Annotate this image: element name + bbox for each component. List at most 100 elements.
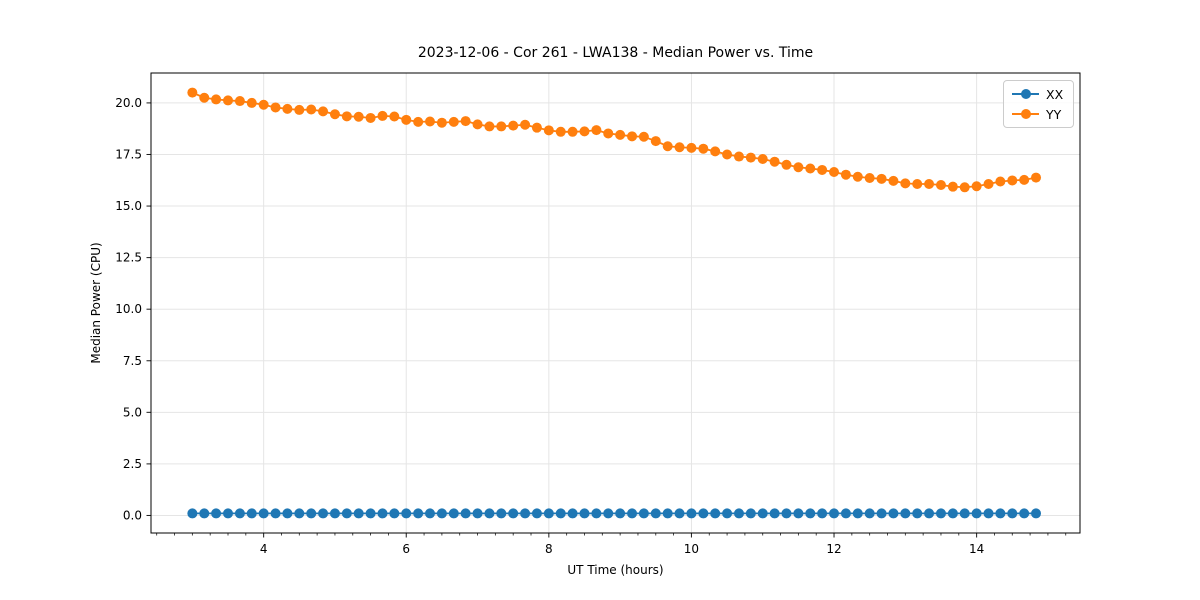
series-yy-marker bbox=[947, 181, 958, 192]
series-xx-marker bbox=[781, 508, 792, 519]
series-xx-marker bbox=[377, 508, 388, 519]
series-yy-marker bbox=[935, 180, 946, 191]
x-axis-label: UT Time (hours) bbox=[567, 563, 664, 577]
series-yy-marker bbox=[543, 125, 554, 136]
series-yy-marker bbox=[662, 141, 673, 152]
series-xx-marker bbox=[745, 508, 756, 519]
y-tick-label: 0.0 bbox=[123, 508, 142, 522]
series-xx-marker bbox=[864, 508, 875, 519]
series-xx-marker bbox=[686, 508, 697, 519]
series-xx-marker bbox=[1007, 508, 1018, 519]
series-yy-marker bbox=[710, 146, 721, 157]
series-yy-marker bbox=[567, 126, 578, 137]
series-xx-marker bbox=[353, 508, 364, 519]
series-yy-marker bbox=[306, 104, 317, 115]
series-yy-marker bbox=[401, 114, 412, 125]
chart-title: 2023-12-06 - Cor 261 - LWA138 - Median P… bbox=[417, 45, 814, 61]
series-xx-marker bbox=[603, 508, 614, 519]
series-yy-line bbox=[191, 91, 1037, 189]
series-xx-marker bbox=[199, 508, 210, 519]
series-yy-marker bbox=[579, 126, 590, 137]
series-yy-marker bbox=[508, 120, 519, 131]
series-xx-marker bbox=[543, 508, 554, 519]
legend-entry-xx: XX bbox=[1012, 86, 1063, 102]
y-tick-label: 12.5 bbox=[115, 251, 142, 265]
series-xx-marker bbox=[900, 508, 911, 519]
series-yy-marker bbox=[520, 119, 531, 130]
series-xx-marker bbox=[258, 508, 269, 519]
legend-marker-icon bbox=[1021, 89, 1031, 99]
series-yy-marker bbox=[448, 116, 459, 127]
series-xx-marker bbox=[722, 508, 733, 519]
series-xx-marker bbox=[424, 508, 435, 519]
x-tick-label: 12 bbox=[826, 542, 841, 556]
series-yy-marker bbox=[745, 152, 756, 163]
series-yy-marker bbox=[817, 164, 828, 175]
series-xx-marker bbox=[365, 508, 376, 519]
series-xx-marker bbox=[187, 508, 198, 519]
series-xx-marker bbox=[983, 508, 994, 519]
series-xx-marker bbox=[805, 508, 816, 519]
legend-label: YY bbox=[1046, 106, 1062, 122]
series-xx-marker bbox=[508, 508, 519, 519]
series-yy-marker bbox=[436, 117, 447, 128]
x-tick-label: 14 bbox=[969, 542, 984, 556]
series-xx-marker bbox=[793, 508, 804, 519]
series-xx-marker bbox=[579, 508, 590, 519]
series-xx-marker bbox=[389, 508, 400, 519]
series-yy-marker bbox=[472, 119, 483, 130]
series-xx-marker bbox=[757, 508, 768, 519]
series-yy-marker bbox=[294, 104, 305, 115]
series-xx-marker bbox=[246, 508, 257, 519]
plot-border bbox=[150, 72, 1081, 534]
series-xx-marker bbox=[817, 508, 828, 519]
series-xx-marker bbox=[959, 508, 970, 519]
series-xx-marker bbox=[234, 508, 245, 519]
y-tick-label: 20.0 bbox=[115, 96, 142, 110]
x-tick-label: 4 bbox=[260, 542, 268, 556]
series-yy-marker bbox=[912, 178, 923, 189]
series-yy-marker bbox=[318, 106, 329, 117]
series-yy-marker bbox=[722, 149, 733, 160]
series-xx-marker bbox=[674, 508, 685, 519]
series-yy-marker bbox=[769, 156, 780, 167]
series-xx-marker bbox=[436, 508, 447, 519]
series-xx-marker bbox=[520, 508, 531, 519]
series-yy-marker bbox=[591, 125, 602, 136]
series-yy-marker bbox=[959, 182, 970, 193]
series-xx-marker bbox=[698, 508, 709, 519]
series-xx-marker bbox=[924, 508, 935, 519]
series-xx-marker bbox=[971, 508, 982, 519]
series-xx-marker bbox=[282, 508, 293, 519]
y-tick-label: 15.0 bbox=[115, 199, 142, 213]
series-xx-marker bbox=[591, 508, 602, 519]
series-xx-marker bbox=[995, 508, 1006, 519]
legend-swatch-xx bbox=[1012, 88, 1039, 100]
series-xx-marker bbox=[1031, 508, 1042, 519]
series-yy-marker bbox=[674, 142, 685, 153]
series-yy-marker bbox=[211, 94, 222, 105]
series-xx-marker bbox=[270, 508, 281, 519]
series-yy-marker bbox=[1007, 175, 1018, 186]
series-xx-marker bbox=[947, 508, 958, 519]
series-yy-marker bbox=[496, 121, 507, 132]
series-yy-marker bbox=[781, 159, 792, 170]
series-xx-marker bbox=[567, 508, 578, 519]
series-yy-marker bbox=[424, 116, 435, 127]
series-yy-marker bbox=[377, 110, 388, 121]
series-xx-marker bbox=[413, 508, 424, 519]
series-yy-marker bbox=[686, 142, 697, 153]
series-xx-marker bbox=[733, 508, 744, 519]
series-yy-marker bbox=[270, 102, 281, 113]
series-yy-marker bbox=[971, 181, 982, 192]
series-xx-marker bbox=[710, 508, 721, 519]
legend-label: XX bbox=[1046, 86, 1064, 102]
y-tick-label: 2.5 bbox=[123, 457, 142, 471]
series-xx-marker bbox=[1019, 508, 1030, 519]
series-xx-marker bbox=[460, 508, 471, 519]
legend: XX YY bbox=[1003, 80, 1075, 128]
series-yy-marker bbox=[1031, 172, 1042, 183]
series-yy-marker bbox=[829, 167, 840, 178]
x-tick-label: 6 bbox=[402, 542, 410, 556]
